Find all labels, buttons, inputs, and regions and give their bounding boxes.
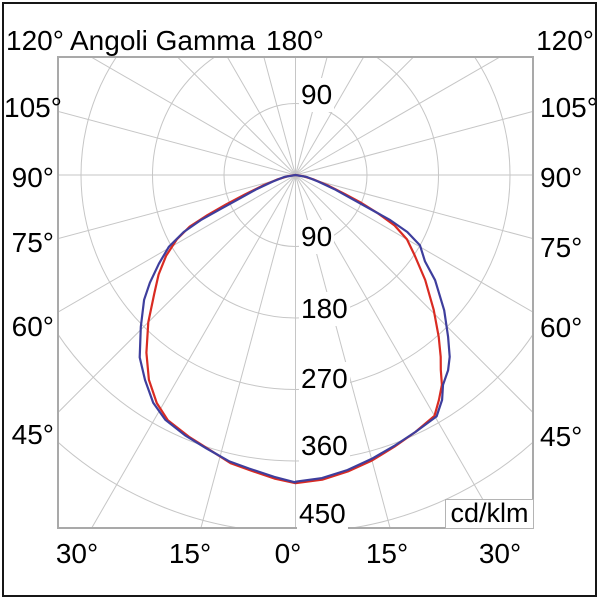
gamma-label-bottom-30l: 30° — [55, 538, 99, 569]
gamma-ray — [295, 174, 501, 529]
gamma-label-right-60: 60° — [540, 312, 583, 343]
gamma-ray — [295, 174, 534, 415]
gamma-label-120-top-left: 120° — [6, 25, 64, 56]
unit-label-box: cd/klm — [445, 499, 534, 529]
radial-circle-360 — [57, 331, 534, 462]
gamma-label-right-45: 45° — [540, 421, 583, 452]
gamma-ray — [295, 56, 328, 176]
gamma-label-left-105: 105° — [4, 92, 62, 123]
radial-tick-90-upper: 90 — [299, 78, 335, 112]
radial-circle-90 — [223, 103, 368, 247]
radial-tick-360: 360 — [299, 429, 350, 463]
radial-tick-90: 90 — [299, 220, 335, 254]
radial-tick-180: 180 — [299, 292, 350, 326]
gamma-ray — [295, 174, 391, 529]
gamma-label-right-75: 75° — [540, 232, 583, 263]
gamma-label-left-90: 90° — [11, 162, 54, 193]
gamma-ray — [295, 56, 365, 176]
gamma-ray — [57, 174, 296, 314]
gamma-ray — [226, 56, 296, 176]
gamma-ray — [88, 56, 296, 176]
gamma-label-bottom-15r: 15° — [365, 538, 409, 569]
gamma-ray — [295, 174, 534, 240]
gamma-ray — [175, 56, 296, 176]
gamma-label-120-top-right: 120° — [536, 25, 594, 56]
gamma-ray — [200, 174, 296, 529]
gamma-label-180-top: 180° — [266, 25, 324, 56]
radial-circle-180 — [152, 56, 439, 319]
curve-red — [145, 173, 443, 485]
gamma-label-right-105: 105° — [540, 92, 598, 123]
gamma-ray — [295, 110, 534, 176]
gamma-ray — [57, 174, 296, 240]
gamma-ray — [295, 56, 503, 176]
gamma-label-right-90: 90° — [540, 162, 583, 193]
gamma-label-bottom-0: 0° — [274, 538, 302, 569]
gamma-ray — [57, 110, 296, 176]
gamma-ray — [295, 56, 416, 176]
plot-border — [57, 56, 534, 529]
gamma-label-bottom-15l: 15° — [168, 538, 212, 569]
radial-tick-270: 270 — [299, 362, 350, 396]
gamma-label-bottom-30r: 30° — [478, 538, 522, 569]
gamma-ray — [57, 174, 296, 415]
gamma-ray — [90, 174, 296, 529]
gamma-label-left-45: 45° — [11, 419, 54, 450]
page-title: Angoli Gamma — [70, 25, 256, 56]
gamma-ray — [263, 56, 296, 176]
gamma-label-left-60: 60° — [11, 311, 54, 342]
radial-tick-450: 450 — [297, 497, 348, 531]
gamma-label-left-75: 75° — [11, 227, 54, 258]
unit-label: cd/klm — [450, 498, 529, 528]
gamma-ray — [295, 174, 534, 314]
curve-blue — [138, 173, 451, 484]
radial-circle-270 — [80, 56, 511, 390]
